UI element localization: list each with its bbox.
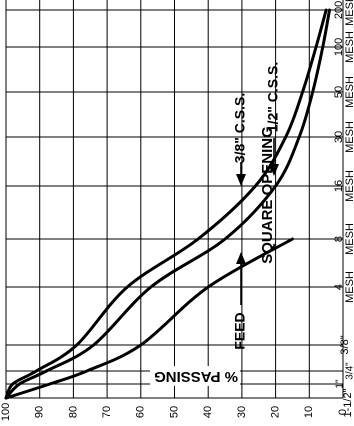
x-tick-label: 8 bbox=[333, 236, 345, 242]
y-tick-label: 70 bbox=[101, 406, 113, 418]
x-tick-label: 30 bbox=[333, 131, 345, 143]
annotation-half-inch: 1/2" C.S.S. bbox=[265, 62, 281, 176]
series-label-three-eighths: 3/8" C.S.S. bbox=[232, 93, 248, 163]
x-tick-label: MESH bbox=[344, 121, 354, 153]
x-tick-label: 50 bbox=[333, 86, 345, 98]
annotation-feed: FEED bbox=[232, 252, 248, 350]
y-tick-label: 40 bbox=[202, 406, 214, 418]
x-tick-label: MESH bbox=[344, 76, 354, 108]
x-tick-label: MESH bbox=[344, 0, 354, 26]
series-label-feed: FEED bbox=[232, 312, 248, 349]
x-tick-label: MESH bbox=[344, 223, 354, 255]
x-tick-label: 4 bbox=[333, 284, 345, 290]
x-tick-label: 16 bbox=[333, 180, 345, 192]
y-tick-label: 10 bbox=[303, 406, 315, 418]
y-tick-label: 50 bbox=[168, 406, 180, 418]
series-line-0 bbox=[4, 237, 294, 400]
annotation-three-eighths: 3/8" C.S.S. bbox=[232, 93, 248, 186]
x-tick-label: 200 bbox=[333, 1, 345, 19]
y-tick-label: 80 bbox=[67, 406, 79, 418]
x-axis-label: SQUARE OPENING bbox=[259, 126, 276, 264]
series-line-2 bbox=[4, 8, 328, 400]
y-tick-label: 20 bbox=[270, 406, 282, 418]
x-tick-label: 3/4" bbox=[345, 362, 354, 380]
y-tick-label: 30 bbox=[236, 406, 248, 418]
arrow-feed-head bbox=[236, 252, 246, 264]
x-tick-label: 1" bbox=[335, 379, 346, 389]
series-line-1 bbox=[4, 8, 332, 400]
x-tick-label: 100 bbox=[333, 38, 345, 56]
chart-curves bbox=[4, 8, 332, 400]
chart-grid bbox=[5, 0, 344, 399]
x-tick-label: MESH bbox=[344, 271, 354, 303]
y-tick-label: 100 bbox=[0, 403, 12, 421]
y-tick-label: 0 bbox=[337, 409, 349, 415]
x-tick-label: MESH bbox=[344, 170, 354, 202]
x-tick-label: 3/8" bbox=[339, 335, 351, 354]
x-tick-label: 1-1/2" bbox=[342, 388, 354, 417]
y-axis-label: % PASSING bbox=[150, 366, 240, 386]
arrow-three-eighths-head bbox=[236, 174, 246, 186]
y-axis-label-bg bbox=[150, 366, 240, 386]
y-axis-label-text: % PASSING bbox=[154, 368, 238, 385]
series-label-half-inch: 1/2" C.S.S. bbox=[265, 62, 281, 132]
y-tick-label: 90 bbox=[34, 406, 46, 418]
y-tick-label: 60 bbox=[135, 406, 147, 418]
arrow-half-inch-head bbox=[269, 164, 279, 176]
x-tick-label: MESH bbox=[344, 31, 354, 63]
